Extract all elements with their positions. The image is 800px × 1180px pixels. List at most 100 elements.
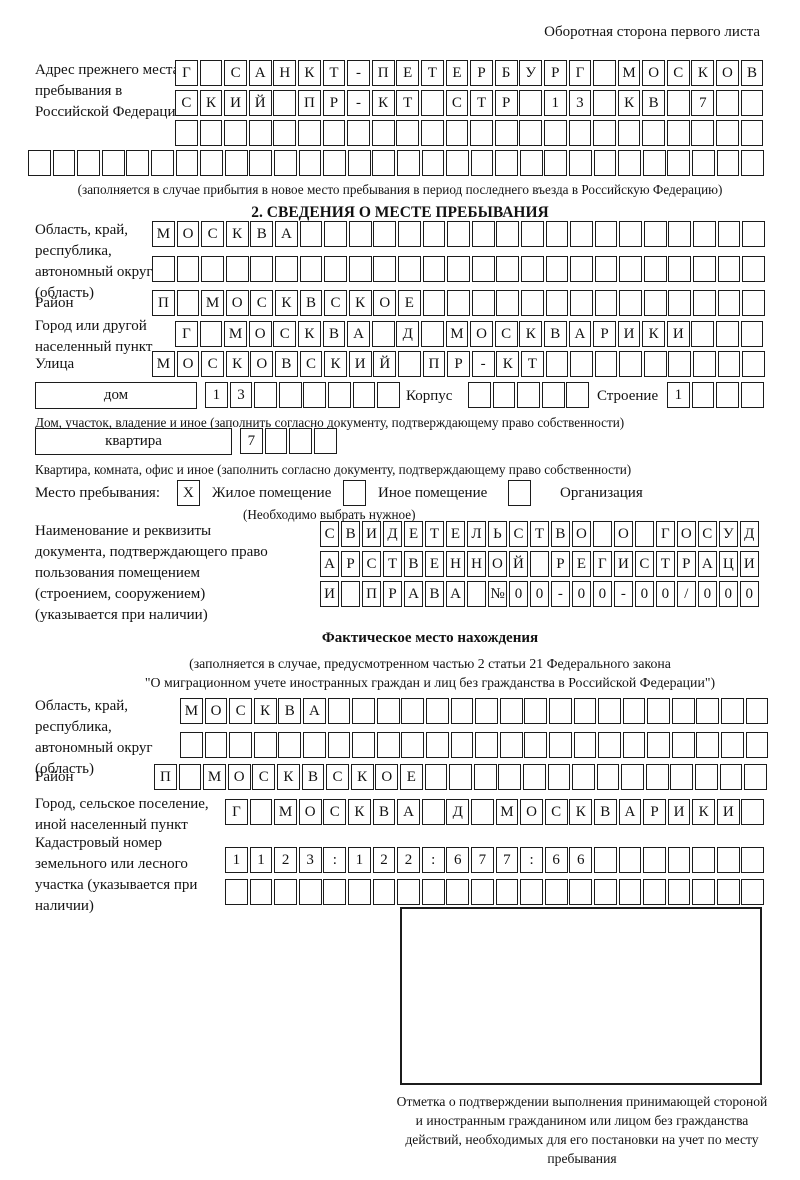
char-box (520, 290, 544, 316)
char-box: М (617, 60, 641, 86)
char-box: В (550, 521, 571, 547)
char-box: У (519, 60, 543, 86)
char-box (667, 150, 691, 176)
char-box: С (494, 321, 518, 347)
char-box (572, 764, 595, 790)
char-box (529, 551, 550, 577)
char-box (522, 764, 546, 790)
char-box (693, 256, 716, 282)
char-box: В (424, 581, 445, 607)
char-box (592, 521, 612, 547)
char-box (352, 698, 375, 724)
char-box: Е (445, 521, 466, 547)
char-box (152, 256, 175, 282)
char-box: 1 (667, 382, 690, 408)
char-box: И (617, 321, 641, 347)
char-box (696, 732, 720, 758)
char-box (471, 256, 495, 282)
char-box: С (320, 521, 340, 547)
char-box: П (371, 60, 395, 86)
char-box (373, 221, 397, 247)
char-box (716, 382, 739, 408)
char-box: П (154, 764, 177, 790)
char-box (422, 221, 446, 247)
char-box: И (716, 799, 740, 825)
char-box (716, 879, 740, 905)
char-box (176, 256, 200, 282)
char-box: Е (445, 60, 469, 86)
char-box: М (152, 351, 175, 377)
char-box: : (323, 847, 347, 873)
char-box (693, 290, 716, 316)
char-box: В (740, 60, 764, 86)
prev-address-row-4 (28, 150, 765, 176)
char-box (693, 221, 716, 247)
char-box (28, 150, 51, 176)
char-box (274, 256, 298, 282)
char-box (741, 150, 765, 176)
char-box (475, 732, 498, 758)
char-box: С (544, 799, 568, 825)
char-box (598, 698, 621, 724)
char-box (397, 879, 420, 905)
char-box: С (299, 351, 323, 377)
char-box (634, 521, 654, 547)
char-box: Т (322, 60, 346, 86)
char-box: 0 (697, 581, 717, 607)
char-box (302, 732, 326, 758)
char-box (422, 290, 446, 316)
char-box: О (373, 290, 397, 316)
char-box: И (361, 521, 382, 547)
house-note: Дом, участок, владение и иное (заполнить… (35, 415, 625, 430)
char-box (716, 847, 740, 873)
char-box (745, 732, 769, 758)
char-box: 1 (543, 90, 567, 116)
char-box (229, 732, 252, 758)
char-box: А (403, 581, 424, 607)
document-row-3: И П Р А В А № 0 0-0 0-0 0/0 0 0 (320, 581, 759, 607)
cadastre-label: Кадастровый номер земельного или лесного… (35, 835, 198, 914)
char-box: П (152, 290, 175, 316)
char-box (692, 879, 716, 905)
cadastre-row-2 (225, 879, 765, 905)
prev-address-note: (заполняется в случае прибытия в новое м… (77, 182, 723, 197)
char-box (618, 150, 642, 176)
char-box: К (274, 290, 298, 316)
flat-number-row: 7 (240, 428, 337, 454)
char-box: С (697, 521, 717, 547)
char-box (548, 698, 572, 724)
char-box: К (225, 221, 249, 247)
char-box (289, 428, 312, 454)
char-box: О (176, 221, 200, 247)
char-box (471, 290, 495, 316)
char-box: О (250, 351, 274, 377)
char-box (524, 732, 548, 758)
char-box (741, 799, 765, 825)
char-box (249, 879, 273, 905)
char-box (667, 847, 691, 873)
fact-region-row-2 (180, 732, 769, 758)
char-box: А (697, 551, 717, 577)
char-box (274, 879, 297, 905)
char-box (424, 764, 448, 790)
char-box (666, 120, 690, 146)
char-box (373, 256, 397, 282)
char-box (253, 732, 277, 758)
char-box (691, 120, 715, 146)
char-box: Г (568, 60, 592, 86)
char-box: И (224, 90, 247, 116)
char-box: 7 (495, 847, 519, 873)
char-box: 0 (592, 581, 612, 607)
char-box (180, 732, 203, 758)
char-box (692, 847, 716, 873)
char-box: В (274, 351, 298, 377)
char-box: 1 (205, 382, 228, 408)
char-box: Г (225, 799, 248, 825)
char-box: Р (447, 351, 470, 377)
stay-option-residential-label: Жилое помещение (212, 485, 332, 501)
fact-location-note-2: "О миграционном учете иностранных гражда… (144, 675, 716, 690)
char-box (199, 60, 223, 86)
char-box: Р (676, 551, 696, 577)
char-box (695, 764, 718, 790)
